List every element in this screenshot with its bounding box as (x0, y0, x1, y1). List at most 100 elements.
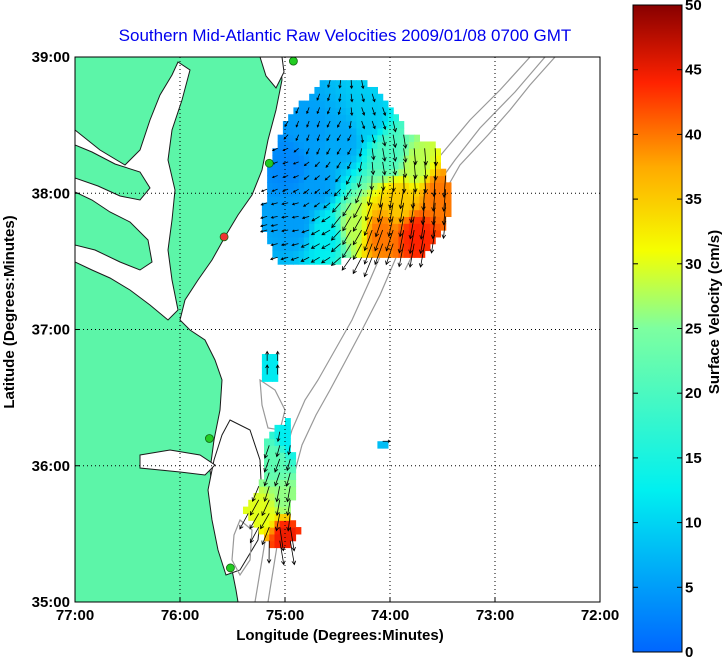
velocity-arrow (249, 499, 260, 516)
velocity-cell (335, 195, 342, 204)
velocity-cell (408, 182, 415, 190)
velocity-cell (269, 513, 276, 521)
velocity-cell (345, 223, 352, 231)
velocity-cell (340, 93, 347, 102)
velocity-cell (377, 155, 384, 163)
velocity-cell (356, 223, 363, 231)
velocity-cell (377, 161, 384, 170)
velocity-cell (387, 121, 394, 129)
velocity-cell (267, 175, 273, 183)
velocity-cell (361, 182, 368, 190)
velocity-cell (298, 230, 305, 238)
velocity-cell (382, 236, 389, 245)
velocity-cell (351, 155, 357, 163)
velocity-arrow (431, 189, 436, 212)
velocity-cell (335, 243, 342, 252)
velocity-cell (351, 127, 357, 136)
x-tick-label: 76:00 (161, 607, 199, 624)
velocity-cell (264, 527, 270, 535)
colorbar-tick-label: 10 (685, 515, 702, 532)
velocity-cell (387, 127, 394, 136)
velocity-arrow (270, 215, 278, 219)
velocity-arrow (274, 472, 281, 487)
velocity-cell (319, 202, 326, 211)
velocity-cell (274, 431, 281, 440)
velocity-cell (298, 195, 305, 204)
velocity-cell (372, 182, 378, 190)
velocity-cell (309, 195, 315, 204)
velocity-cell (264, 472, 270, 480)
velocity-cell (319, 236, 326, 245)
velocity-cell (277, 148, 284, 156)
velocity-cell (414, 161, 420, 170)
velocity-cell (314, 107, 321, 115)
velocity-arrow (310, 256, 320, 263)
velocity-cell (419, 168, 426, 177)
velocity-arrow (301, 216, 310, 220)
velocity-cell (303, 209, 310, 218)
velocity-cell (324, 175, 331, 183)
velocity-arrow (327, 93, 331, 102)
velocity-cell (282, 236, 289, 245)
velocity-cell (356, 175, 363, 183)
velocity-arrow (369, 175, 374, 191)
delaware-bay (259, 57, 285, 89)
velocity-arrow (239, 513, 249, 530)
velocity-cell (361, 155, 368, 163)
velocity-cell (408, 141, 415, 149)
velocity-cell (366, 134, 373, 143)
velocity-cell (414, 148, 420, 156)
velocity-cell (298, 250, 305, 258)
velocity-arrow (270, 243, 278, 247)
velocity-cell (340, 168, 347, 177)
velocity-cell (445, 189, 452, 197)
velocity-cell (356, 80, 363, 88)
velocity-cell (356, 100, 363, 109)
velocity-cell (372, 93, 378, 102)
velocity-cell (272, 175, 279, 183)
velocity-cell (269, 472, 276, 480)
x-tick-label: 72:00 (581, 607, 619, 624)
velocity-cell (335, 175, 342, 183)
velocity-cell (372, 168, 378, 177)
velocity-cell (403, 250, 410, 258)
velocity-arrow (326, 134, 331, 142)
velocity-cell (414, 175, 420, 183)
velocity-cell (290, 520, 297, 528)
velocity-cell (340, 230, 347, 238)
velocity-cell (387, 195, 394, 204)
velocity-cell (382, 195, 389, 204)
velocity-arrow (371, 148, 376, 161)
velocity-cell (277, 236, 284, 245)
velocity-cell (340, 209, 347, 218)
velocity-arrow (382, 134, 387, 147)
velocity-arrow (293, 147, 299, 153)
velocity-cell (282, 182, 289, 190)
velocity-arrow (330, 256, 341, 267)
velocity-arrow (392, 148, 398, 162)
velocity-cell (324, 195, 331, 204)
velocity-cell (335, 127, 342, 136)
velocity-cell (319, 134, 326, 143)
colorbar (632, 4, 683, 653)
map-layer (75, 57, 600, 602)
velocity-arrow (301, 229, 310, 234)
velocity-arrow (269, 256, 278, 261)
velocity-cell (414, 168, 420, 177)
velocity-cell (324, 216, 331, 224)
velocity-arrow (402, 148, 408, 163)
velocity-cell (377, 175, 384, 183)
velocity-cell (393, 236, 399, 245)
velocity-arrow (270, 224, 278, 227)
velocity-cell (340, 127, 347, 136)
velocity-cell (324, 182, 331, 190)
velocity-cell (435, 216, 441, 224)
velocity-cell (398, 189, 405, 197)
velocity-cell (393, 189, 399, 197)
velocity-cell (335, 182, 342, 190)
velocity-cell (285, 438, 291, 446)
velocity-cell (408, 175, 415, 183)
velocity-arrow (376, 202, 384, 223)
velocity-arrow (263, 445, 270, 459)
velocity-arrow (385, 229, 394, 252)
